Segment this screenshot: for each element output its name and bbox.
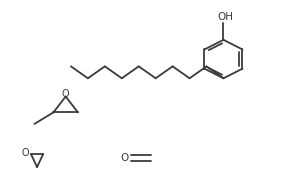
Text: O: O [62,89,70,99]
Text: O: O [120,153,128,163]
Text: O: O [22,148,30,159]
Text: OH: OH [217,12,233,22]
